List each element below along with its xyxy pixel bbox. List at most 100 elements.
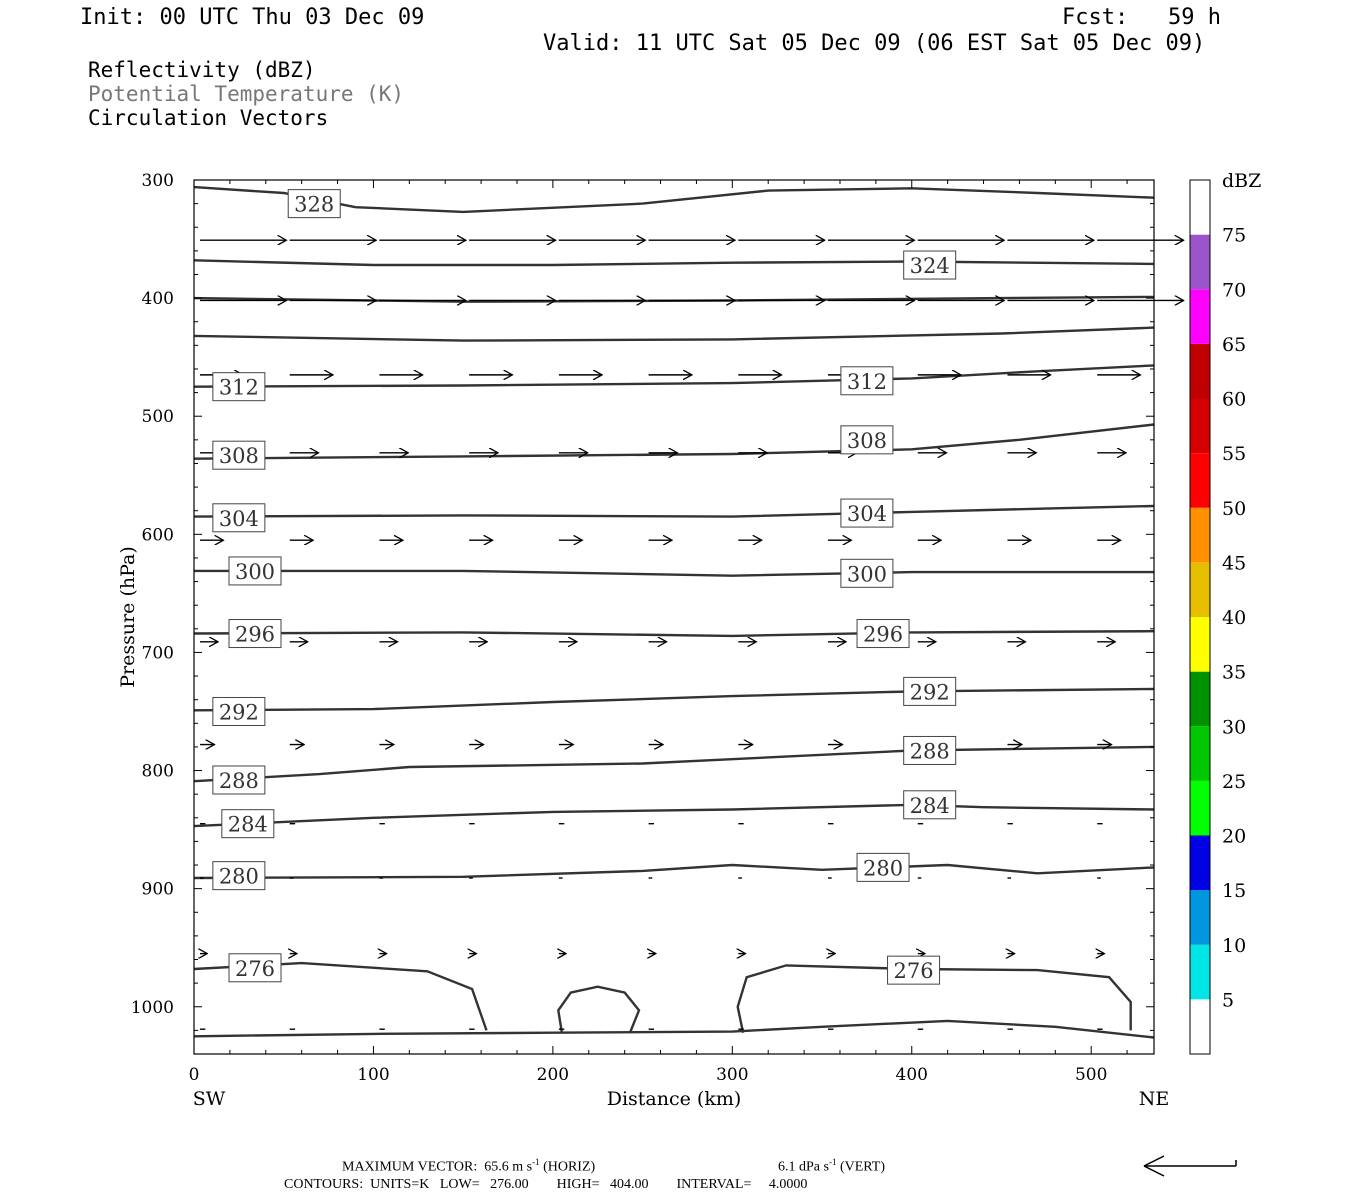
colorbar-segment	[1190, 343, 1210, 399]
theta-contour-280	[193, 863, 1155, 880]
contour-label-box	[856, 619, 910, 649]
contour-label-box	[212, 372, 266, 402]
theta-contour-292	[193, 687, 1155, 712]
contour-label-box	[287, 189, 341, 219]
y-tick-label: 800	[142, 762, 174, 782]
theta-contour-272	[193, 1019, 1155, 1039]
dbz-colorbar: 5 10 15 20 25 30 35 40 45 50 55 60 65 70 75	[1189, 179, 1246, 1055]
contour-label-box	[228, 953, 282, 983]
x-right-label: NE	[1139, 1088, 1170, 1110]
contour-label: 304	[847, 502, 887, 526]
colorbar-level: 75	[1222, 225, 1246, 247]
colorbar-level: 70	[1222, 279, 1246, 301]
y-tick-label: 1000	[131, 998, 174, 1018]
contour-label-box	[212, 440, 266, 470]
x-tick-label: 400	[896, 1065, 928, 1085]
x-left-label: SW	[193, 1088, 226, 1110]
colorbar-segment	[1190, 944, 1210, 1000]
valid-time: Valid: 11 UTC Sat 05 Dec 09 (06 EST Sat …	[543, 31, 1206, 56]
theta-contour-304	[193, 504, 1155, 518]
vert-line: 6.1 dPa s-1 (VERT)	[778, 1158, 885, 1175]
theta-contour-300	[194, 569, 1154, 577]
contour-label: 300	[847, 562, 887, 586]
contour-label-box	[212, 861, 266, 891]
theta-contours	[193, 185, 1155, 1039]
x-tick-label: 500	[1075, 1065, 1107, 1085]
max-vector-text: MAXIMUM VECTOR: 65.6 m s	[342, 1159, 533, 1175]
y-tick-label: 300	[142, 171, 174, 191]
contour-label-box	[840, 498, 894, 528]
y-tick-label: 700	[142, 643, 174, 663]
contour-label-box	[903, 735, 957, 765]
colorbar-segment	[1190, 780, 1210, 836]
contour-label: 304	[219, 507, 259, 531]
colorbar-level: 65	[1222, 334, 1246, 356]
contour-label: 276	[235, 957, 275, 981]
contour-label: 296	[863, 623, 903, 647]
max-vector-line: MAXIMUM VECTOR: 65.6 m s-1 (HORIZ)	[342, 1158, 595, 1175]
contour-label: 292	[910, 680, 950, 704]
colorbar-segment	[1190, 671, 1210, 727]
exp-1: -1	[532, 1157, 540, 1167]
colorbar-unit: dBZ	[1222, 170, 1261, 192]
colorbar-segment	[1190, 453, 1210, 508]
theta-contour-308	[193, 423, 1155, 460]
x-tick-label: 300	[716, 1065, 748, 1085]
theta-contour-296	[193, 630, 1155, 638]
colorbar-segment	[1190, 289, 1210, 344]
colorbar-level: 40	[1222, 607, 1246, 629]
x-tick-label: 100	[357, 1065, 389, 1085]
colorbar-segment	[1190, 562, 1210, 617]
colorbar-segment	[1190, 398, 1210, 454]
y-tick-label: 500	[142, 407, 174, 427]
contour-label: 308	[847, 429, 887, 453]
contour-label: 288	[910, 739, 950, 763]
colorbar-level: 20	[1222, 826, 1246, 848]
horiz-text: (HORIZ)	[539, 1159, 596, 1175]
contour-label: 308	[219, 444, 259, 468]
circulation-vectors	[200, 240, 1184, 1030]
contour-label-box	[840, 425, 894, 455]
theta-contour-288	[193, 745, 1155, 783]
contours-info: CONTOURS: UNITS=K LOW= 276.00 HIGH= 404.…	[284, 1177, 808, 1192]
colorbar-level: 30	[1222, 716, 1246, 738]
contour-label-box	[840, 366, 894, 396]
contour-label-box	[228, 556, 282, 586]
reference-vector-arrow	[1143, 1155, 1237, 1177]
colorbar-segment	[1190, 999, 1210, 1054]
contour-label: 312	[847, 370, 887, 394]
contour-label-box	[903, 790, 957, 820]
colorbar-level: 25	[1222, 771, 1246, 793]
contour-label-box	[856, 852, 910, 882]
contour-label-box	[212, 503, 266, 533]
colorbar-segment	[1190, 507, 1210, 563]
field-reflectivity: Reflectivity (dBZ)	[88, 58, 316, 82]
colorbar-level: 5	[1222, 989, 1234, 1011]
contour-label-box	[903, 250, 957, 280]
contour-label-box	[228, 619, 282, 649]
colorbar-level: 60	[1222, 389, 1246, 411]
contour-label: 324	[910, 254, 950, 278]
contour-label: 276	[894, 959, 934, 983]
colorbar-level: 35	[1222, 662, 1246, 684]
colorbar-level: 50	[1222, 498, 1246, 520]
colorbar-level: 55	[1222, 443, 1246, 465]
y-tick-label: 400	[142, 289, 174, 309]
contour-label: 284	[228, 813, 268, 837]
colorbar-level: 10	[1222, 935, 1246, 957]
colorbar-segment	[1190, 835, 1210, 891]
contour-label: 300	[235, 560, 275, 584]
colorbar-segment	[1190, 726, 1210, 781]
x-tick-label: 0	[189, 1065, 200, 1085]
exp-2: -1	[828, 1157, 837, 1167]
contour-label-box	[212, 696, 266, 726]
colorbar-level: 15	[1222, 880, 1246, 902]
x-axis-label: Distance (km)	[607, 1088, 742, 1110]
contour-label: 280	[219, 865, 259, 889]
contour-label: 328	[294, 193, 334, 217]
init-time: Init: 00 UTC Thu 03 Dec 09	[80, 5, 425, 30]
y-axis-ticks: 300 400 500 600 700 800 900 1000	[131, 171, 1154, 1031]
contour-label-box	[887, 955, 941, 985]
colorbar-frame	[1189, 179, 1211, 1055]
